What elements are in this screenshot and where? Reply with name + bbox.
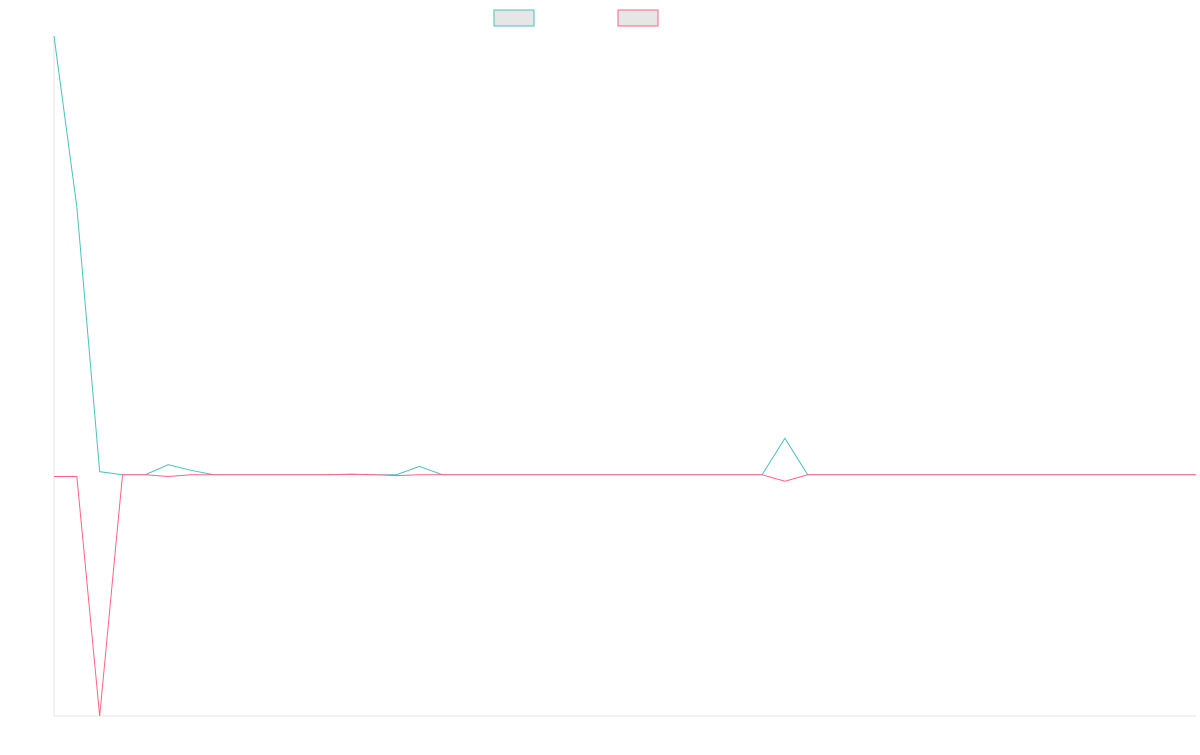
series-line-2: [54, 473, 1196, 717]
legend-swatch-1: [493, 9, 535, 27]
legend-swatch-2: [617, 9, 659, 27]
series-layer: [53, 35, 1196, 717]
axes: [53, 36, 1196, 717]
legend: [493, 9, 659, 27]
series-line-1: [53, 35, 1196, 476]
